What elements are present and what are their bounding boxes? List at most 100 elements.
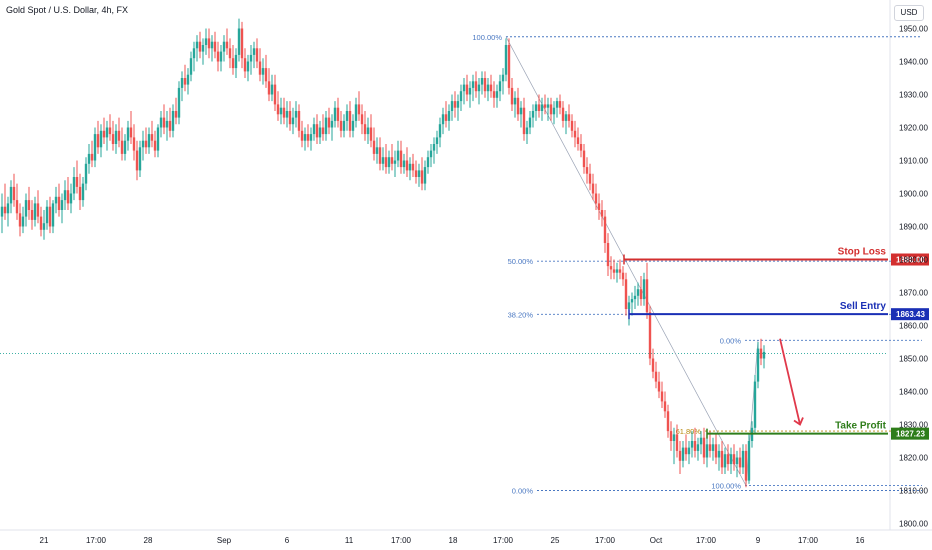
fib-level-label: 38.20% (508, 310, 534, 319)
level-name-label: Stop Loss (838, 247, 887, 258)
candle-body (648, 312, 652, 359)
candle-body (474, 81, 478, 92)
candle-body (633, 295, 637, 300)
candle-body (15, 200, 19, 214)
candle-body (609, 266, 613, 270)
candle-body (642, 279, 646, 300)
time-tick-label: 18 (449, 536, 458, 545)
candle-body (21, 216, 25, 227)
candle-body (564, 114, 568, 121)
candle-body (696, 444, 700, 451)
candle-body (138, 147, 142, 171)
candle-body (300, 130, 304, 141)
candle-body (747, 441, 751, 481)
candle-body (624, 279, 628, 309)
candle-body (525, 127, 529, 135)
candle-body (531, 111, 535, 118)
candle-body (513, 97, 517, 105)
price-axis[interactable]: 1800.00 1810.00 1820.00 1830.00 1840.00 1850.… (899, 25, 928, 529)
price-tick-label: 1870.00 (899, 289, 928, 298)
candle-body (192, 48, 196, 59)
candle-body (411, 163, 415, 171)
time-tick-label: 17:00 (493, 536, 514, 545)
candle-body (339, 120, 343, 131)
candle-body (483, 78, 487, 92)
candle-body (348, 111, 352, 131)
candle-body (240, 28, 244, 59)
candle-body (258, 61, 262, 75)
candle-body (549, 104, 553, 115)
candle-body (561, 107, 565, 121)
price-tick-label: 1850.00 (899, 355, 928, 364)
candle-body (294, 111, 298, 118)
candle-body (681, 447, 685, 461)
candle-body (342, 120, 346, 131)
candle-body (618, 269, 622, 273)
candle-body (276, 104, 280, 115)
candle-body (366, 127, 370, 135)
level-price-tag (891, 427, 929, 440)
candle-body (381, 157, 385, 164)
time-axis[interactable]: 21 17:00 28 Sep 6 11 17:00 18 17:00 25 17:00 Oct 17:… (40, 536, 865, 545)
candle-body (477, 84, 481, 92)
candle-body (78, 186, 82, 201)
candle-body (279, 107, 283, 115)
candle-body (81, 183, 85, 201)
candle-body (726, 454, 730, 465)
candle-body (93, 134, 97, 161)
time-tick-label: 16 (856, 536, 865, 545)
candle-body (141, 140, 145, 148)
candle-body (612, 269, 616, 273)
candle-body (426, 157, 430, 168)
candle-body (297, 111, 301, 131)
candle-body (204, 38, 208, 45)
fib-level-label: 61.80% (676, 427, 702, 436)
candle-body (651, 358, 655, 372)
candle-body (66, 190, 70, 204)
candle-body (666, 411, 670, 432)
candle-body (441, 114, 445, 125)
candle-body (423, 167, 427, 184)
candle-body (180, 78, 184, 88)
candle-body (390, 157, 394, 164)
candle-body (216, 51, 220, 62)
candle-body (315, 124, 319, 138)
candle-body (573, 130, 577, 138)
candle-body (444, 114, 448, 121)
candle-body (663, 401, 667, 412)
candle-body (528, 117, 532, 128)
candle-body (132, 137, 136, 151)
currency-button[interactable]: USD (894, 5, 924, 21)
candle-body (621, 272, 625, 280)
candle-body (405, 160, 409, 171)
candle-body (684, 447, 688, 455)
price-tick-label: 1810.00 (899, 487, 928, 496)
price-tick-label: 1830.00 (899, 421, 928, 430)
candle-body (486, 84, 490, 92)
candle-body (471, 81, 475, 88)
candle-body (162, 117, 166, 128)
candle-body (462, 84, 466, 92)
candle-body (111, 134, 115, 144)
candle-body (234, 54, 238, 69)
candle-body (96, 134, 100, 148)
candle-body (165, 120, 169, 128)
candle-body (273, 84, 277, 105)
candle-body (306, 134, 310, 141)
candle-body (114, 130, 118, 144)
candle-body (255, 48, 259, 62)
candle-body (627, 302, 631, 309)
candle-body (249, 54, 253, 62)
candle-body (168, 120, 172, 131)
candle-body (75, 177, 79, 187)
grid-layer (0, 0, 932, 531)
candle-body (753, 381, 757, 428)
candle-body (606, 243, 610, 267)
candle-body (357, 104, 361, 115)
candle-body (540, 104, 544, 111)
candle-body (321, 127, 325, 135)
candle-body (144, 140, 148, 148)
candle-body (0, 206, 4, 217)
candle-body (333, 107, 337, 121)
